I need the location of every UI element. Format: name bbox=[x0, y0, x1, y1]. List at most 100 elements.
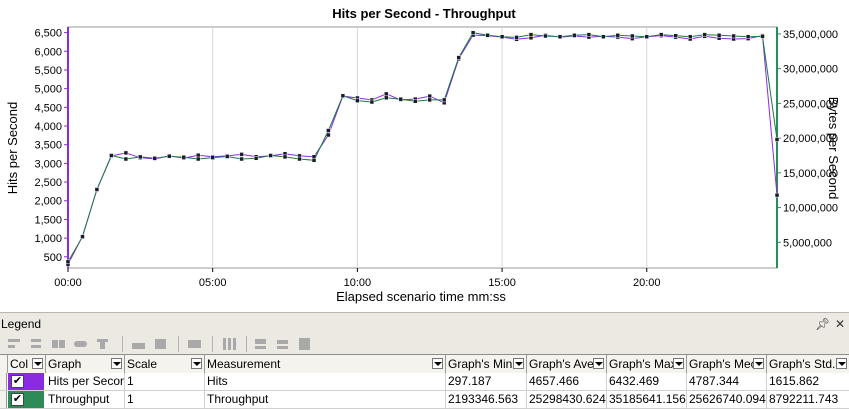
data-point bbox=[601, 34, 606, 39]
std-value: 8792211.743 bbox=[769, 392, 839, 406]
y-left-tick-label: 3,000 bbox=[34, 158, 62, 170]
toolbar-configure-icon[interactable] bbox=[186, 336, 204, 352]
filter-dropdown-icon[interactable] bbox=[593, 358, 604, 369]
toolbar-export-icon[interactable] bbox=[152, 336, 170, 352]
data-point bbox=[760, 34, 765, 39]
ave-value: 4657.466 bbox=[527, 373, 607, 390]
visibility-checkbox[interactable]: ✔ bbox=[11, 393, 24, 406]
toolbar-filter-icon[interactable] bbox=[94, 336, 112, 352]
legend-table-header: Col Graph Scale Measurement Graph's Mini… bbox=[0, 354, 849, 374]
filter-dropdown-icon[interactable] bbox=[753, 358, 764, 369]
data-point bbox=[485, 33, 490, 38]
y-right-tick-label: 30,000,000 bbox=[783, 64, 838, 76]
toolbar-chart-icon[interactable] bbox=[130, 336, 148, 352]
std-value: 1615.862 bbox=[769, 374, 820, 388]
data-point bbox=[384, 95, 389, 101]
filter-dropdown-icon[interactable] bbox=[111, 358, 122, 369]
filter-dropdown-icon[interactable] bbox=[673, 358, 684, 369]
data-point bbox=[123, 156, 129, 162]
legend-row-hits[interactable]: ✔ Hits per Seconc 1 Hits 297.187 4657.46… bbox=[0, 373, 849, 391]
row-marker bbox=[0, 373, 7, 390]
data-point bbox=[355, 98, 360, 103]
y-axis-label-right: Bytes per Second bbox=[826, 97, 841, 200]
column-header-med[interactable]: Graph's Mec bbox=[687, 355, 767, 373]
data-point bbox=[239, 152, 244, 157]
data-point bbox=[311, 158, 317, 163]
measurement-name: Hits bbox=[205, 373, 446, 390]
column-header-ave[interactable]: Graph's Ave bbox=[527, 355, 607, 373]
column-header-max[interactable]: Graph's Max bbox=[607, 355, 687, 373]
column-header-color[interactable]: Col bbox=[8, 355, 46, 373]
filter-dropdown-icon[interactable] bbox=[513, 358, 524, 369]
data-point bbox=[514, 35, 519, 40]
y-right-tick-label: 35,000,000 bbox=[783, 29, 838, 41]
filter-dropdown-icon[interactable] bbox=[836, 358, 847, 369]
toolbar-view-icon[interactable] bbox=[72, 336, 90, 352]
y-left-tick-label: 4,000 bbox=[34, 121, 62, 133]
data-point bbox=[384, 91, 389, 97]
data-point bbox=[716, 33, 722, 38]
min-value: 297.187 bbox=[446, 373, 527, 390]
data-point bbox=[181, 154, 187, 160]
data-point bbox=[398, 96, 404, 102]
pin-icon[interactable]: 📌︎ bbox=[815, 317, 831, 331]
med-value: 4787.344 bbox=[687, 373, 767, 390]
graph-name: Hits per Seconc bbox=[48, 373, 125, 390]
toolbar-add-icon[interactable] bbox=[6, 336, 24, 352]
data-point bbox=[369, 99, 375, 105]
toolbar-columns-icon[interactable] bbox=[220, 336, 238, 352]
legend-header: Legend 📌︎ ✕ bbox=[0, 315, 849, 333]
data-point bbox=[195, 152, 201, 158]
toolbar-move-down-icon[interactable] bbox=[274, 336, 292, 352]
data-point bbox=[586, 32, 592, 37]
y-left-tick-label: 4,500 bbox=[34, 102, 62, 114]
data-point bbox=[572, 33, 577, 38]
data-point bbox=[94, 187, 100, 192]
x-axis-label: Elapsed scenario time mm:ss bbox=[336, 289, 506, 304]
column-header-scale[interactable]: Scale bbox=[125, 355, 205, 373]
toolbar-separator bbox=[212, 336, 213, 352]
y-left-tick-label: 6,500 bbox=[34, 28, 62, 40]
close-icon[interactable]: ✕ bbox=[834, 317, 846, 331]
visibility-checkbox[interactable]: ✔ bbox=[11, 375, 24, 388]
chart-area: Hits per Second - Throughput 00:00 05:00 1… bbox=[5, 6, 841, 304]
y-left-tick-label: 5,500 bbox=[34, 65, 62, 77]
data-point bbox=[195, 156, 201, 162]
measurement-name: Throughput bbox=[205, 391, 446, 408]
legend-title: Legend bbox=[1, 317, 42, 331]
filter-dropdown-icon[interactable] bbox=[432, 358, 443, 369]
graph-name: Throughput bbox=[46, 391, 125, 408]
y-right-tick-label: 5,000,000 bbox=[783, 237, 832, 249]
data-point bbox=[644, 34, 650, 39]
column-header-graph[interactable]: Graph bbox=[46, 355, 125, 373]
y-right-tick-label: 25,000,000 bbox=[783, 98, 838, 110]
toolbar-remove-icon[interactable] bbox=[28, 336, 46, 352]
y-left-tick-label: 2,000 bbox=[34, 196, 62, 208]
y-left-tick-label: 1,500 bbox=[34, 214, 62, 226]
data-point bbox=[702, 32, 707, 37]
filter-dropdown-icon[interactable] bbox=[32, 358, 43, 369]
data-point bbox=[65, 259, 71, 265]
legend-row-throughput[interactable]: ✔ Throughput 1 Throughput 2193346.563 25… bbox=[0, 391, 849, 409]
x-tick-label: 20:00 bbox=[633, 277, 661, 289]
toolbar-separator bbox=[122, 336, 123, 352]
filter-dropdown-icon[interactable] bbox=[191, 358, 202, 369]
data-point bbox=[745, 34, 751, 39]
column-header-min[interactable]: Graph's Mini bbox=[446, 355, 527, 373]
plot-area bbox=[67, 26, 778, 269]
toolbar-move-up-icon[interactable] bbox=[252, 336, 270, 352]
data-point bbox=[239, 156, 244, 162]
y-right-tick-label: 10,000,000 bbox=[783, 203, 838, 215]
data-point bbox=[167, 153, 172, 159]
x-tick-label: 00:00 bbox=[54, 277, 82, 289]
data-point bbox=[731, 33, 736, 39]
hits-throughput-chart: Hits per Second - Throughput 00:00 05:00 1… bbox=[5, 6, 841, 304]
column-header-std[interactable]: Graph's Std. bbox=[767, 355, 849, 373]
data-point bbox=[297, 156, 302, 162]
column-header-measurement[interactable]: Measurement bbox=[205, 355, 446, 373]
med-value: 25626740.094 bbox=[689, 391, 767, 408]
data-point bbox=[152, 156, 158, 161]
toolbar-link-icon[interactable] bbox=[50, 336, 68, 352]
toolbar-save-icon[interactable] bbox=[296, 336, 314, 352]
data-point bbox=[774, 192, 780, 198]
